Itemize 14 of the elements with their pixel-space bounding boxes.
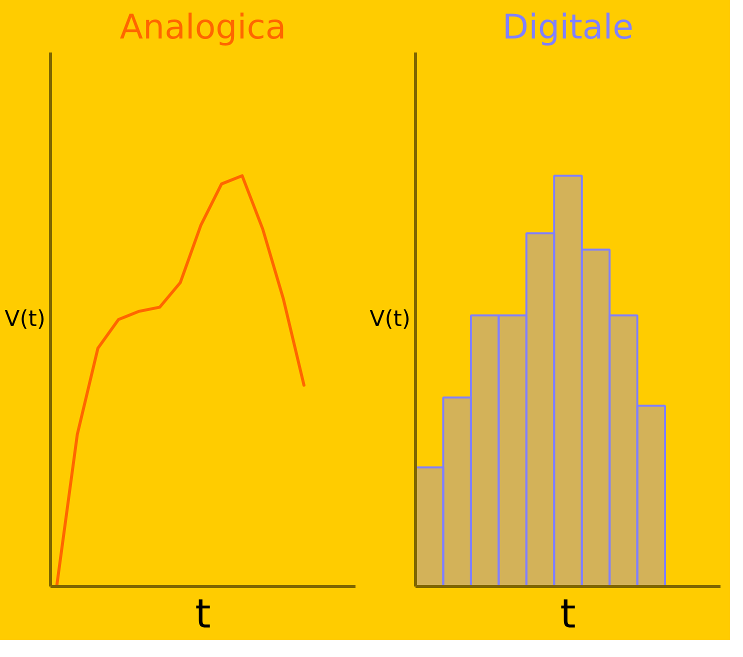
- bar: [636, 404, 666, 586]
- chart-title: Analogica: [120, 8, 286, 48]
- y-axis-title: V(t): [370, 307, 410, 332]
- bar: [608, 314, 638, 586]
- bar: [470, 314, 500, 586]
- x-axis-title: t: [560, 592, 576, 638]
- bar: [498, 314, 528, 586]
- bar: [442, 396, 472, 586]
- bar: [525, 232, 556, 586]
- x-axis-title: t: [195, 592, 211, 638]
- bar: [553, 174, 583, 586]
- chart-title: Digitale: [502, 8, 634, 48]
- y-axis-title: V(t): [4, 307, 46, 332]
- bar: [580, 248, 611, 586]
